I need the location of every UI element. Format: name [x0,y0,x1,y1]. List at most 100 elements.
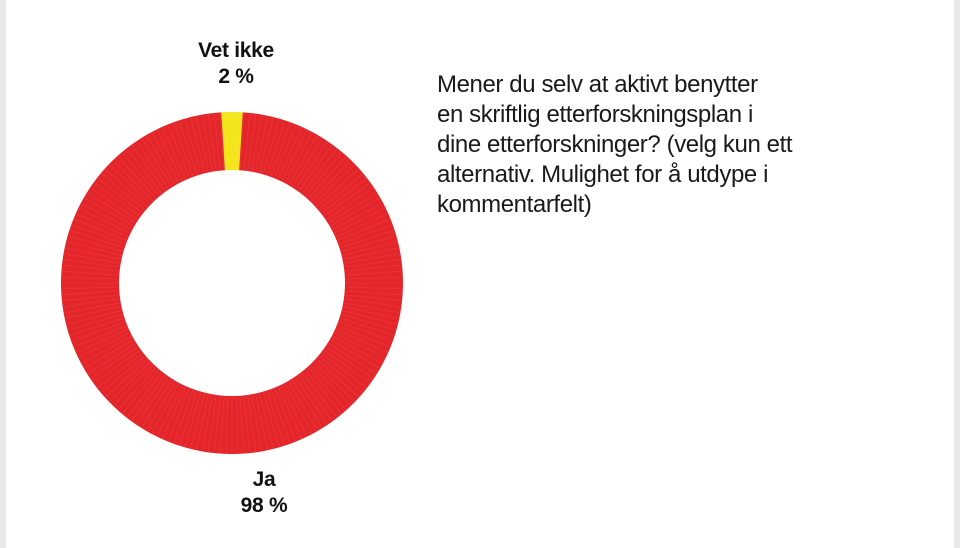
hatch-line [136,377,169,425]
hatch-line [101,356,145,393]
hatch-line [65,247,121,260]
hatch-line [336,329,388,353]
hatch-line [334,208,385,234]
hatch-line [190,117,205,173]
hatch-line [122,152,159,196]
hatch-line [208,114,217,171]
hatch-line [292,138,323,187]
hatch-line [97,352,143,388]
hatch-line [345,276,402,280]
hatch-line [196,116,209,172]
hatch-line [270,123,291,176]
hatch-line [340,230,394,249]
hatch-line [305,370,342,414]
hatch-line [146,135,176,185]
hatch-line [342,310,398,325]
donut-slices [61,112,403,455]
hatch-line [90,187,138,220]
hatch-line [213,113,221,170]
hatch-line [328,192,377,223]
hatch-line [285,132,313,183]
hatch-line [146,381,176,431]
hatch-line [330,339,380,369]
donut-chart [61,112,403,455]
hatch-line [326,346,374,379]
hatch-line [70,317,124,336]
donut-slice-ja [61,112,403,455]
hatch-line [301,372,337,418]
hatch-line [295,377,328,425]
hatch-line [113,364,154,406]
hatch-line [118,367,156,410]
hatch-line [105,359,148,397]
hatch-line [274,388,296,441]
hatch-line [345,270,402,276]
hatch-line [330,197,380,227]
hatch-line [141,379,172,428]
hatch-line [162,127,186,179]
hatch-line [341,235,396,252]
hatch-line [184,392,201,447]
hatch-line [292,379,323,428]
hatch-line [301,148,337,194]
hatch-line [202,115,213,171]
hatch-line [162,387,186,439]
question-line: dine etterforskninger? (velg kun ett [437,131,793,158]
hatch-line [109,164,151,205]
hatch-line [113,160,154,202]
hatch-line [266,121,285,175]
hatch-line [259,117,274,173]
hatch-line [344,302,400,313]
hatch-line [316,169,359,207]
hatch-line [65,306,121,319]
slice-label-ja: Ja 98 % [224,467,304,519]
hatch-line [81,336,132,364]
hatch-line [305,152,342,196]
hatch-line [87,343,136,374]
slice-value-ja: 98 % [240,494,288,517]
hatch-line [79,332,130,358]
hatch-line [66,310,122,325]
hatch-line [288,381,318,431]
hatch-line [319,356,363,393]
hatch-line [251,395,262,451]
hatch-line [340,317,394,336]
hatch-line [62,290,119,296]
hatch-line [173,390,194,443]
hatch-line [62,286,119,290]
hatch-line [239,396,245,453]
hatch-line [63,298,120,307]
hatch-line [278,127,302,179]
hatch-line [81,202,132,230]
hatch-line [344,298,401,307]
slice-value-vet-ikke: 2 % [218,65,254,88]
question-line: alternativ. Mulighet for å utdype i [437,161,769,188]
hatch-line [337,325,390,347]
hatch-line [84,197,134,227]
hatch-line [127,372,163,418]
hatch-line [122,370,159,414]
hatch-line [332,336,383,364]
hatch-line [326,187,374,220]
hatch-line [179,121,198,175]
hatch-line [313,164,355,205]
hatch-line [151,383,179,434]
hatch-line [64,253,120,264]
hatch-line [298,375,333,421]
hatch-line [157,130,183,181]
hatch-line [288,135,318,185]
hatch-line [266,391,285,445]
hatch-line [343,306,399,319]
hatch-line [202,395,213,451]
slice-name-ja: Ja [252,468,276,491]
hatch-line [324,349,370,384]
hatch-line [339,224,392,245]
hatch-line [64,302,120,313]
hatch-line [339,321,392,342]
hatch-line [68,235,123,252]
hatch-line [308,367,346,410]
hatch-line [345,264,402,272]
hatch-line [118,156,156,199]
hatch-line [321,178,367,214]
hatch-line [225,396,229,453]
